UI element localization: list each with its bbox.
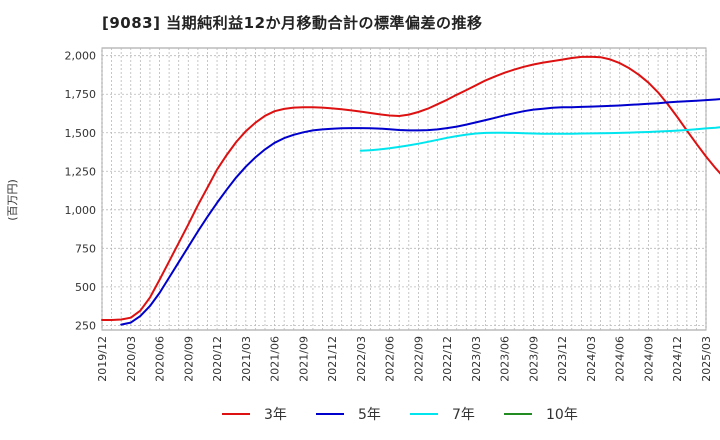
grid-layer — [101, 48, 707, 330]
x-tick-label: 2024/03 — [585, 336, 598, 382]
x-tick-label: 2024/06 — [614, 336, 627, 382]
x-tick-label: 2023/06 — [499, 336, 512, 382]
x-tick-label: 2024/12 — [671, 336, 684, 382]
x-tick-label: 2021/09 — [297, 336, 310, 382]
x-tick-label: 2023/12 — [556, 336, 569, 382]
x-tick-label: 2025/03 — [700, 336, 713, 382]
x-tick-label: 2021/06 — [269, 336, 282, 382]
x-tick-label: 2022/12 — [441, 336, 454, 382]
x-tick-label: 2020/09 — [182, 336, 195, 382]
y-tick-label: 1,250 — [65, 165, 97, 178]
x-tick-label: 2020/06 — [154, 336, 167, 382]
legend-item-10年: 10年 — [504, 407, 578, 423]
x-axis: 2019/12 2020/03 2020/06 2020/09 2020/12 2021/… — [96, 336, 713, 382]
x-tick-label: 2020/12 — [211, 336, 224, 382]
y-tick-label: 1,500 — [65, 127, 97, 140]
legend: 3年 5年 7年 10年 — [222, 407, 578, 423]
y-tick-label: 250 — [75, 319, 96, 332]
y-axis-label: (百万円) — [6, 179, 19, 221]
series-layer — [101, 55, 720, 326]
x-tick-label: 2023/09 — [527, 336, 540, 382]
series-line-7年 — [359, 126, 720, 152]
legend-item-7年: 7年 — [410, 407, 475, 423]
x-tick-label: 2022/03 — [355, 336, 368, 382]
series-line-3年 — [101, 55, 720, 321]
y-tick-label: 1,000 — [65, 204, 97, 217]
series-line-5年 — [120, 98, 720, 326]
legend-item-3年: 3年 — [222, 407, 287, 423]
y-tick-label: 500 — [75, 281, 96, 294]
x-tick-label: 2020/03 — [125, 336, 138, 382]
x-tick-label: 2022/06 — [384, 336, 397, 382]
x-tick-label: 2021/03 — [240, 336, 253, 382]
y-tick-label: 2,000 — [65, 50, 97, 63]
legend-label: 10年 — [546, 407, 578, 423]
y-tick-label: 1,750 — [65, 88, 97, 101]
chart-title: [9083] 当期純利益12か月移動合計の標準偏差の推移 — [102, 14, 483, 32]
x-tick-label: 2019/12 — [96, 336, 109, 382]
x-tick-label: 2023/03 — [470, 336, 483, 382]
legend-label: 3年 — [264, 407, 287, 423]
legend-label: 5年 — [358, 407, 381, 423]
plot-area — [101, 47, 707, 331]
x-tick-label: 2021/12 — [326, 336, 339, 382]
y-axis: 250 500 750 1,000 1,250 1,500 1,750 2,000 — [65, 50, 97, 333]
legend-label: 7年 — [452, 407, 475, 423]
legend-item-5年: 5年 — [316, 407, 381, 423]
x-tick-label: 2024/09 — [642, 336, 655, 382]
y-tick-label: 750 — [75, 242, 96, 255]
x-tick-label: 2022/09 — [412, 336, 425, 382]
